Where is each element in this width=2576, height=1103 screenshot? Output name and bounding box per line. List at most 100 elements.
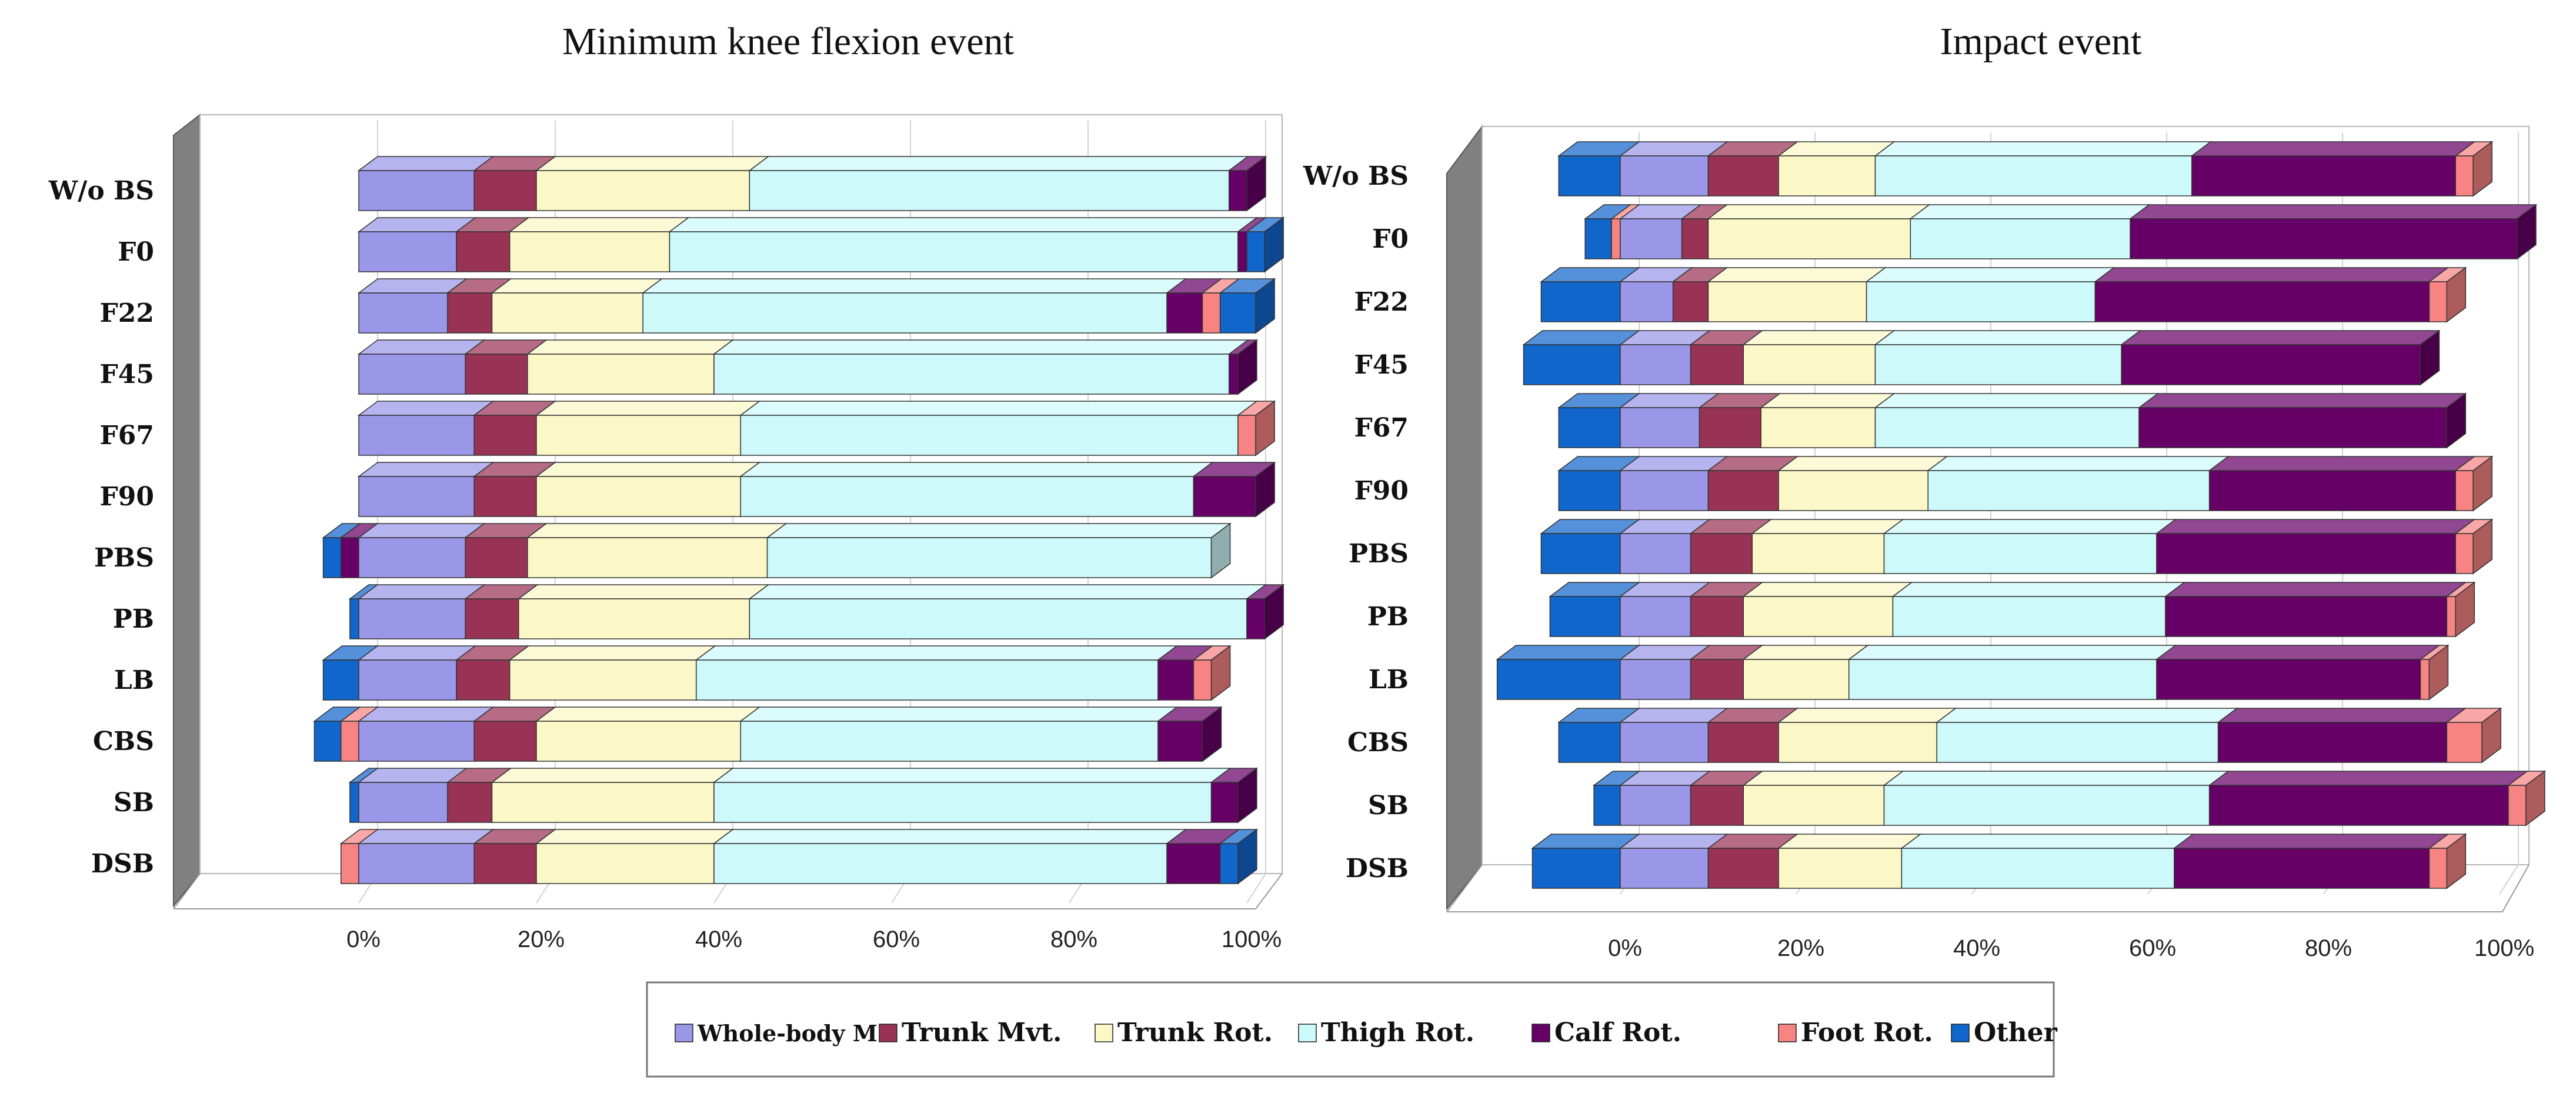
bar-segment-trunk-mvt xyxy=(1672,281,1709,322)
legend-label-thigh-rot: Thigh Rot. xyxy=(1321,1018,1474,1048)
category-label: F45 xyxy=(1354,350,1409,380)
bar-row-dsb xyxy=(1531,833,2467,889)
bar-segment-foot-rot xyxy=(341,721,359,762)
bar-segment-top-thigh-rot xyxy=(1909,204,2151,219)
category-label: PBS xyxy=(94,543,154,573)
bar-segment-whole-body-mvt xyxy=(358,537,466,578)
bar-segment-trunk-mvt xyxy=(447,292,493,334)
bar-segment-calf-rot xyxy=(2121,344,2421,385)
x-tick-label: 40% xyxy=(695,927,742,952)
bar-segment-top-whole-body-mvt xyxy=(357,462,495,477)
bar-segment-top-calf-rot xyxy=(2173,834,2450,849)
bar-segment-trunk-rot xyxy=(1707,218,1911,259)
bar-segment-top-trunk-rot xyxy=(1777,141,1896,156)
bar-segment-calf-rot xyxy=(1229,354,1239,395)
bar-row-f22 xyxy=(357,278,1276,334)
bar-segment-side-calf-rot xyxy=(1255,461,1275,518)
x-tick-label: 20% xyxy=(518,927,565,952)
bar-segment-other xyxy=(1540,533,1621,574)
bar-segment-trunk-rot xyxy=(536,415,742,456)
bar-segment-whole-body-mvt xyxy=(358,843,475,884)
bar-segment-top-thigh-rot xyxy=(1865,267,2115,282)
bar-row-pb xyxy=(348,584,1285,640)
bar-segment-foot-rot xyxy=(2508,785,2527,826)
bar-segment-thigh-rot xyxy=(740,415,1239,456)
bar-segment-trunk-rot xyxy=(491,782,715,823)
bar-segment-top-calf-rot xyxy=(2128,204,2538,219)
bar-segment-trunk-mvt xyxy=(1690,596,1744,637)
category-label: F90 xyxy=(100,482,154,512)
bar-segment-foot-rot xyxy=(2455,155,2474,196)
bar-segment-whole-body-mvt xyxy=(1620,596,1691,637)
bar-segment-whole-body-mvt xyxy=(358,231,457,272)
bar-segment-side-calf-rot xyxy=(1246,155,1266,212)
bar-row-f0 xyxy=(357,216,1285,273)
bar-segment-top-thigh-rot xyxy=(739,707,1179,722)
category-label: CBS xyxy=(93,727,154,757)
bar-segment-trunk-mvt xyxy=(465,598,519,639)
x-tick-label: 60% xyxy=(2129,935,2176,961)
bar-segment-calf-rot xyxy=(2130,218,2518,259)
bar-segment-whole-body-mvt xyxy=(358,415,475,456)
bar-segment-trunk-rot xyxy=(1760,407,1876,448)
bar-segment-top-thigh-rot xyxy=(1874,141,2212,156)
bar-segment-trunk-mvt xyxy=(473,476,537,517)
bar-segment-other xyxy=(1540,281,1621,322)
category-label: W/o BS xyxy=(48,176,154,206)
bar-row-sb xyxy=(1592,770,2547,827)
x-tick-label: 0% xyxy=(346,927,381,952)
bar-segment-top-trunk-rot xyxy=(1777,708,1957,723)
bar-segment-calf-rot xyxy=(2156,659,2421,700)
bar-segment-other xyxy=(1558,155,1621,196)
bar-segment-top-whole-body-mvt xyxy=(357,645,477,661)
category-label: CBS xyxy=(1347,728,1409,758)
bar-segment-side-calf-rot xyxy=(1264,584,1284,640)
bar-segment-thigh-rot xyxy=(1910,218,2131,259)
chart-title: Minimum knee flexion event xyxy=(562,20,1014,63)
bar-segment-other xyxy=(1246,231,1265,272)
bar-segment-top-trunk-rot xyxy=(526,523,788,538)
bar-segment-top-whole-body-mvt xyxy=(357,707,495,722)
bar-segment-thigh-rot xyxy=(1883,785,2210,826)
bar-segment-foot-rot xyxy=(2428,281,2448,322)
bar-row-cbs xyxy=(313,706,1223,762)
legend-swatch-foot-rot xyxy=(1778,1024,1797,1042)
bar-segment-top-calf-rot xyxy=(2164,582,2467,597)
bar-segment-thigh-rot xyxy=(766,537,1212,578)
bar-segment-trunk-mvt xyxy=(1707,155,1779,196)
category-label: LB xyxy=(114,665,154,695)
bar-segment-calf-rot xyxy=(2156,533,2456,574)
bar-segment-thigh-rot xyxy=(749,598,1247,639)
bar-segment-top-trunk-rot xyxy=(535,156,770,171)
bar-segment-other xyxy=(1531,848,1621,889)
bar-segment-thigh-rot xyxy=(1874,407,2140,448)
bar-segment-thigh-rot xyxy=(740,476,1194,517)
bar-segment-side-thigh-rot xyxy=(1210,522,1231,579)
x-tick-label: 0% xyxy=(1608,935,1642,961)
legend-label-whole-body-mvt: Whole-body M xyxy=(697,1020,877,1047)
bar-segment-trunk-rot xyxy=(491,292,643,334)
bar-segment-trunk-mvt xyxy=(1690,785,1744,826)
bar-row-f67 xyxy=(1557,392,2467,449)
bar-segment-top-calf-rot xyxy=(2094,267,2450,282)
bar-segment-thigh-rot xyxy=(713,354,1230,395)
bar-segment-top-thigh-rot xyxy=(712,768,1232,783)
bar-segment-whole-body-mvt xyxy=(1620,722,1709,763)
bar-segment-other xyxy=(349,598,359,639)
bar-segment-top-trunk-rot xyxy=(1777,456,1948,471)
bar-segment-trunk-mvt xyxy=(1699,407,1761,448)
bar-segment-top-whole-body-mvt xyxy=(357,339,486,355)
bar-segment-foot-rot xyxy=(2446,722,2482,763)
bar-segment-calf-rot xyxy=(2191,155,2456,196)
bar-segment-calf-rot xyxy=(1193,476,1256,517)
bar-segment-trunk-rot xyxy=(1751,533,1885,574)
bar-segment-trunk-mvt xyxy=(1707,848,1779,889)
bar-segment-trunk-mvt xyxy=(473,170,537,211)
bar-segment-foot-rot xyxy=(1202,292,1221,334)
side-wall xyxy=(1446,125,1483,911)
bar-segment-thigh-rot xyxy=(669,231,1239,272)
bar-segment-side-other xyxy=(1255,278,1275,334)
bar-segment-top-trunk-rot xyxy=(1742,582,1913,597)
bar-segment-calf-rot xyxy=(2094,281,2430,322)
bar-segment-whole-body-mvt xyxy=(1620,848,1709,889)
